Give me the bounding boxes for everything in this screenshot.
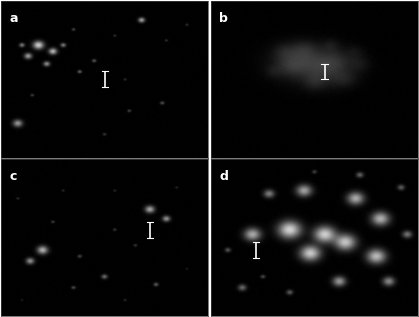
Text: a: a — [10, 12, 18, 25]
Text: c: c — [10, 171, 17, 184]
Text: b: b — [219, 12, 228, 25]
Text: d: d — [219, 171, 228, 184]
